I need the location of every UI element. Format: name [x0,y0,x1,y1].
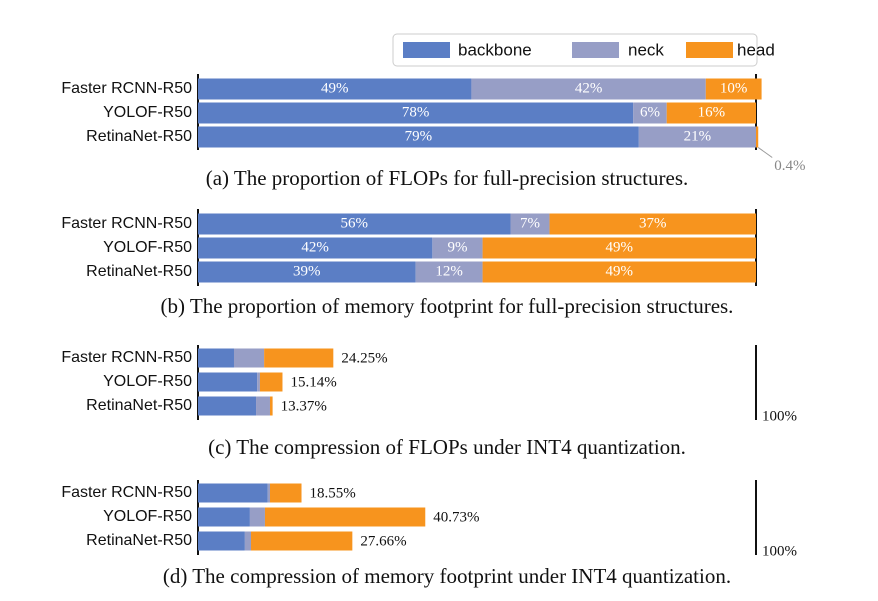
legend-swatch [686,42,733,58]
legend-swatch [572,42,619,58]
bar-segment [198,78,472,100]
category-label: RetinaNet-R50 [86,397,192,414]
bar-segment [198,261,416,283]
bar-segment [198,396,257,416]
category-label: RetinaNet-R50 [86,532,192,549]
bar-segment [482,237,756,259]
total-label: 40.73% [433,509,479,525]
value-label: 49% [321,80,349,96]
category-label: RetinaNet-R50 [86,128,192,145]
legend-label: backbone [458,40,532,59]
bar-segment [471,78,706,100]
total-label: 13.37% [281,398,327,414]
value-label: 49% [606,239,634,255]
value-label: 0.4% [774,158,805,174]
bar-segment [549,213,756,235]
reference-label: 100% [762,408,797,424]
bar-segment [198,372,258,392]
bar-segment [415,261,483,283]
bar-segment [269,483,302,503]
bar-segment [705,78,762,100]
value-label: 79% [405,128,433,144]
legend-label: neck [628,40,664,59]
bar-segment [432,237,483,259]
bar-segment [244,531,252,551]
value-label: 12% [435,263,463,279]
category-label: Faster RCNN-R50 [61,484,192,501]
total-label: 18.55% [310,485,356,501]
bar-segment [264,348,334,368]
category-label: YOLOF-R50 [103,508,192,525]
bar-segment [198,531,245,551]
value-label: 21% [684,128,712,144]
bar-segment [251,531,353,551]
category-label: YOLOF-R50 [103,373,192,390]
value-label: 42% [575,80,603,96]
total-label: 24.25% [341,350,387,366]
bar-segment [482,261,756,283]
value-label: 56% [340,215,368,231]
bar-segment [666,102,756,124]
bar-segment [198,483,268,503]
bar-segment [510,213,550,235]
bar-segment [259,372,283,392]
value-label: 78% [402,104,430,120]
bar-segment [269,396,273,416]
bar-segment [233,348,265,368]
caption: (a) The proportion of FLOPs for full-pre… [206,166,689,190]
total-label: 27.66% [360,533,406,549]
value-label: 37% [639,215,667,231]
category-label: Faster RCNN-R50 [61,215,192,232]
leader-line [757,147,773,158]
bar-segment [633,102,667,124]
value-label: 6% [640,104,660,120]
bar-segment [198,507,250,527]
category-label: Faster RCNN-R50 [61,349,192,366]
value-label: 49% [606,263,634,279]
bar-segment [198,102,634,124]
category-label: YOLOF-R50 [103,239,192,256]
bar-segment [756,126,759,148]
value-label: 16% [698,104,726,120]
bar-segment [198,213,511,235]
bar-segment [198,348,234,368]
bar-segment [249,507,265,527]
legend-swatch [403,42,450,58]
caption: (c) The compression of FLOPs under INT4 … [208,435,686,459]
legend-label: head [737,40,775,59]
bar-segment [257,372,260,392]
bar-segment [267,483,270,503]
caption: (d) The compression of memory footprint … [163,564,731,588]
category-label: Faster RCNN-R50 [61,80,192,97]
value-label: 10% [720,80,748,96]
bar-segment [198,126,639,148]
bar-segment [264,507,426,527]
value-label: 9% [447,239,467,255]
bar-segment [256,396,270,416]
category-label: RetinaNet-R50 [86,263,192,280]
reference-label: 100% [762,543,797,559]
bar-segment [638,126,756,148]
total-label: 15.14% [290,374,336,390]
value-label: 42% [301,239,329,255]
caption: (b) The proportion of memory footprint f… [161,294,734,318]
value-label: 39% [293,263,321,279]
bar-segment [198,237,433,259]
category-label: YOLOF-R50 [103,104,192,121]
value-label: 7% [520,215,540,231]
